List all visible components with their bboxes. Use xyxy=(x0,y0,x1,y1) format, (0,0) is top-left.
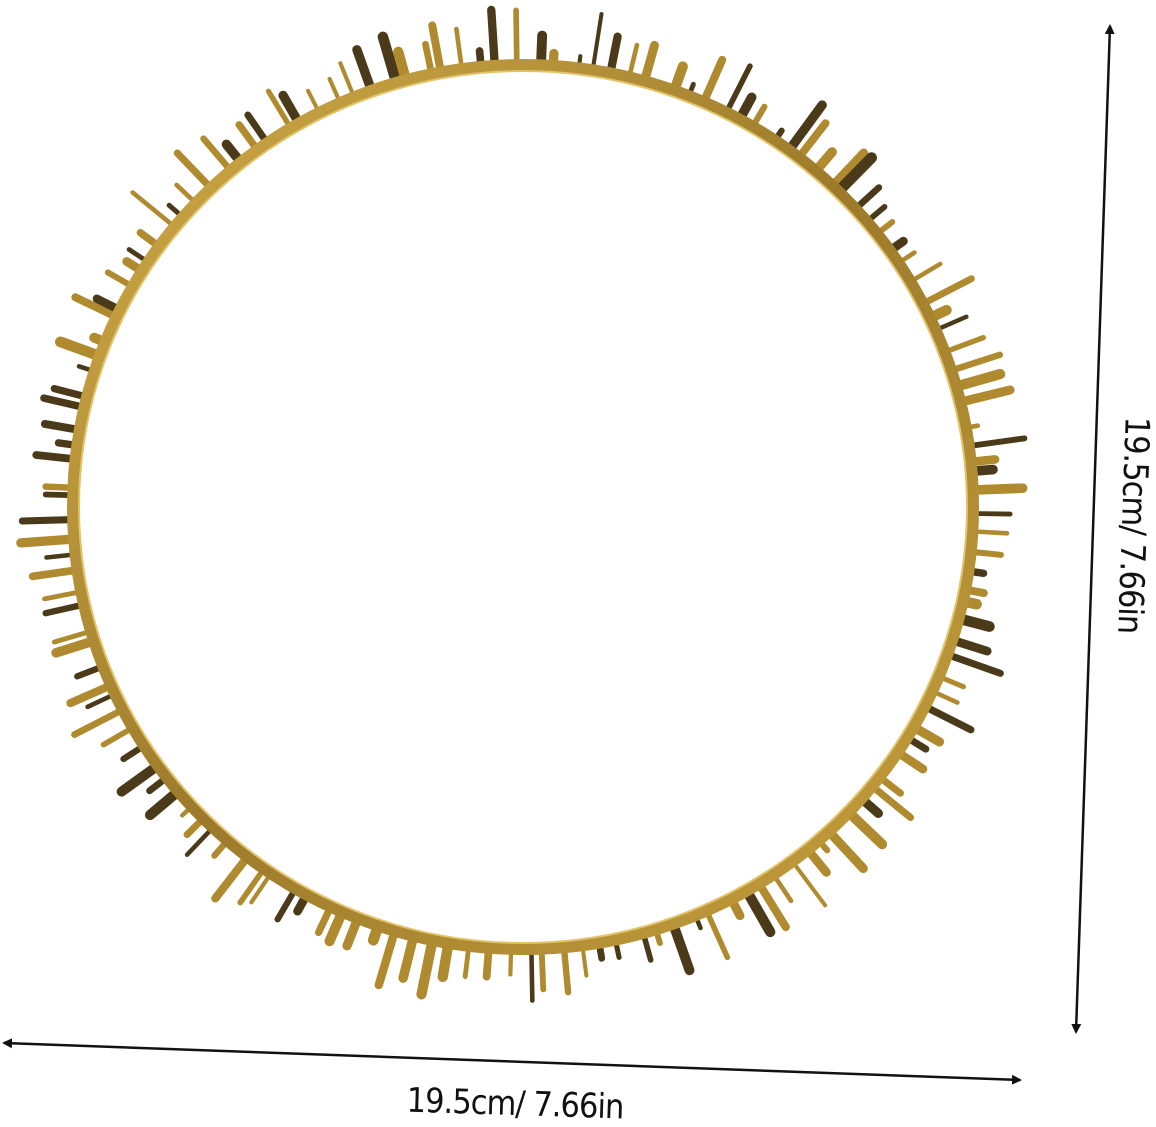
ring-spike xyxy=(211,852,252,903)
ring-spike xyxy=(965,435,1028,450)
ring-spike xyxy=(919,275,975,308)
ring-spike xyxy=(723,63,753,116)
height-dimension-label: 19.5cm/ 7.66in xyxy=(1109,416,1156,634)
ring-spike xyxy=(639,40,659,86)
ring-spike xyxy=(668,918,695,976)
ring-spike xyxy=(794,119,830,162)
ring-spike xyxy=(18,516,77,525)
ring-spike xyxy=(16,534,79,548)
ring-spike xyxy=(377,31,402,89)
ring-spike xyxy=(28,566,82,581)
ring-spike xyxy=(51,636,99,658)
ring-spike xyxy=(428,21,445,77)
ring-spike xyxy=(200,135,235,174)
ring-band xyxy=(67,59,979,955)
ring-spike xyxy=(741,885,776,938)
ring-spike xyxy=(42,589,84,602)
ring-spike xyxy=(42,601,88,617)
ring-spike xyxy=(374,926,400,990)
ring-spike xyxy=(606,32,622,78)
ring-spike xyxy=(950,368,1006,392)
ring-spike xyxy=(237,865,267,906)
ring-spike xyxy=(265,88,294,132)
ring-spike xyxy=(184,825,216,857)
ring-spike xyxy=(487,5,499,71)
ring-spike xyxy=(941,334,987,355)
ring-spike xyxy=(454,26,465,72)
ring-spike xyxy=(352,45,377,96)
ring-spike xyxy=(529,946,535,1003)
ring-spike xyxy=(943,650,1004,677)
ring-spike xyxy=(538,945,547,993)
ring-spike xyxy=(784,100,827,156)
ring-spike xyxy=(71,706,127,738)
ring-spike xyxy=(868,782,915,822)
ring-spike xyxy=(32,451,80,464)
ring-spike xyxy=(116,760,163,797)
ring-spike xyxy=(51,628,94,645)
ring-spike xyxy=(947,635,992,656)
ring-spike xyxy=(416,934,438,1000)
width-dimension-label: 19.5cm/ 7.66in xyxy=(406,1080,624,1127)
ring-spike xyxy=(920,702,975,734)
ring-inner-edge xyxy=(78,70,968,944)
ring-spike xyxy=(967,483,1028,495)
ring-spike xyxy=(66,681,116,708)
ring-spike xyxy=(71,293,121,322)
ring-spike xyxy=(130,190,178,230)
ring-spike xyxy=(947,351,1004,374)
ring-spike xyxy=(703,907,731,961)
ring-spike xyxy=(699,55,727,107)
ring-spike xyxy=(843,807,888,850)
ring-spike xyxy=(513,7,520,68)
ring-spike xyxy=(754,879,790,932)
ring-spike xyxy=(970,511,1013,517)
ring-spike xyxy=(827,148,869,191)
ring-spike xyxy=(40,394,89,412)
width-dimension-arrow xyxy=(2,1038,1022,1085)
ring-spike xyxy=(790,859,828,908)
height-dimension-arrow xyxy=(1071,24,1115,1034)
ring-spike xyxy=(173,149,215,192)
ring-spikes xyxy=(16,5,1028,1003)
ring-spike xyxy=(955,385,1015,407)
ring-spike xyxy=(398,931,419,983)
ring-spike xyxy=(144,786,184,821)
ring-spike xyxy=(832,152,877,198)
ring-spike xyxy=(560,943,572,996)
ring-spike xyxy=(54,336,106,362)
ring-spike xyxy=(590,12,604,73)
ring-spike xyxy=(824,826,868,874)
ring-spike xyxy=(338,61,357,100)
